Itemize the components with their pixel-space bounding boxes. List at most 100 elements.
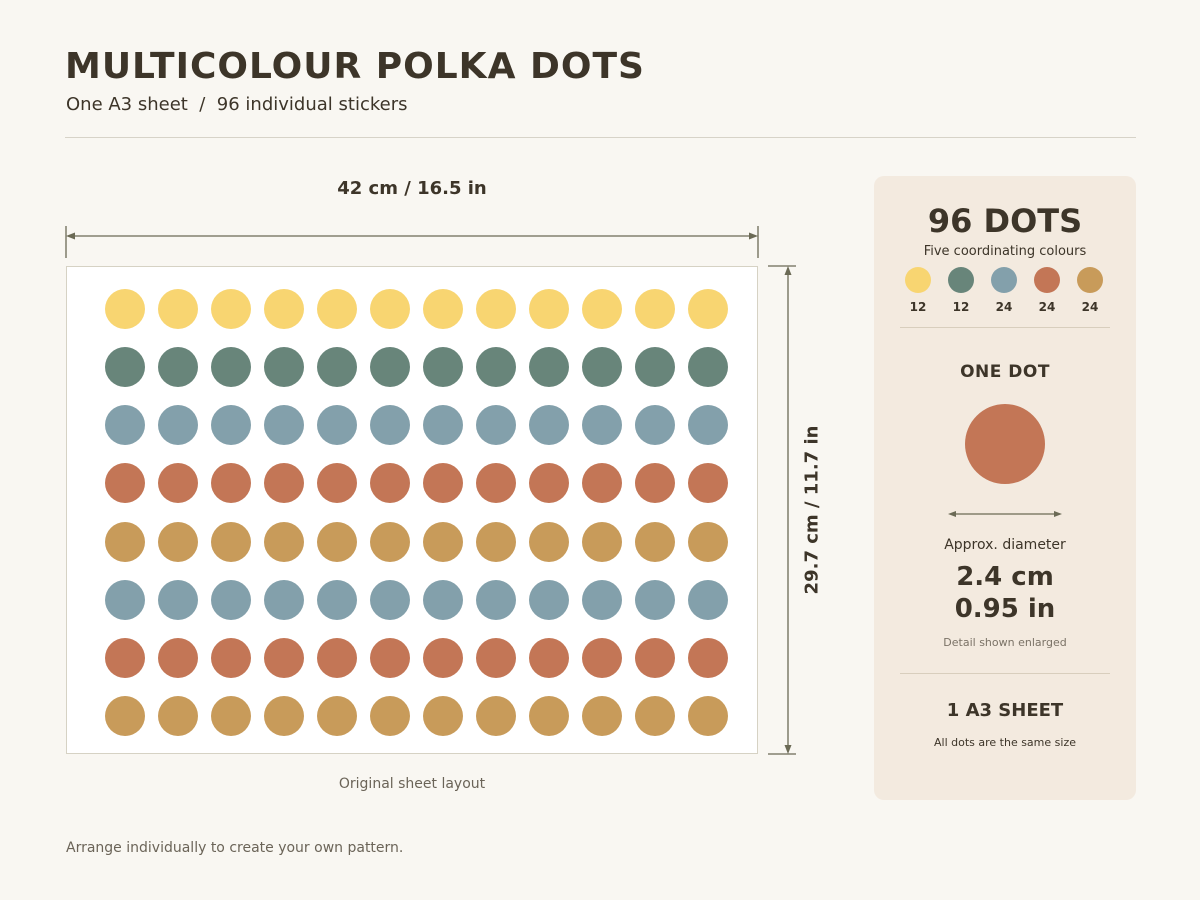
sticker-dot bbox=[264, 463, 304, 504]
sticker-dot bbox=[423, 637, 463, 678]
sheet-width-label: 42 cm / 16.5 in bbox=[337, 178, 487, 199]
sticker-dot bbox=[688, 463, 728, 504]
sticker-dot bbox=[582, 521, 622, 562]
dot-count-title: 96 DOTS bbox=[927, 202, 1083, 240]
sticker-dot bbox=[158, 405, 198, 446]
sticker-dot bbox=[211, 347, 251, 388]
sticker-dot bbox=[317, 405, 357, 446]
height-arrow-top-icon bbox=[784, 266, 792, 275]
sticker-dot bbox=[211, 289, 251, 329]
header-divider bbox=[65, 137, 1136, 138]
sticker-dot bbox=[264, 347, 304, 388]
sticker-dot bbox=[423, 579, 463, 620]
sticker-dot bbox=[476, 521, 516, 562]
sticker-dot bbox=[211, 695, 251, 736]
sticker-dot bbox=[105, 579, 145, 620]
sticker-dot bbox=[105, 289, 145, 329]
sticker-dot bbox=[211, 521, 251, 562]
sticker-dot bbox=[158, 637, 198, 678]
sticker-dot bbox=[635, 579, 675, 620]
colour-swatch bbox=[1034, 267, 1060, 293]
sticker-dot bbox=[317, 695, 357, 736]
sticker-dot bbox=[529, 289, 569, 329]
colour-swatch-count: 12 bbox=[952, 300, 970, 314]
sticker-dot bbox=[529, 521, 569, 562]
sheet-count-heading: 1 A3 SHEET bbox=[946, 700, 1064, 721]
colour-swatch-count: 24 bbox=[1038, 300, 1056, 314]
sticker-dot bbox=[476, 637, 516, 678]
sticker-dot bbox=[582, 695, 622, 736]
sticker-dot bbox=[529, 405, 569, 446]
sticker-dot bbox=[317, 347, 357, 388]
sticker-dot bbox=[264, 637, 304, 678]
sticker-dot bbox=[105, 521, 145, 562]
sticker-dot bbox=[211, 463, 251, 504]
colour-swatch-count: 24 bbox=[995, 300, 1013, 314]
sticker-dot bbox=[582, 579, 622, 620]
sticker-dot bbox=[317, 463, 357, 504]
sticker-dot bbox=[158, 289, 198, 329]
sticker-dot bbox=[317, 579, 357, 620]
same-size-note: All dots are the same size bbox=[933, 736, 1076, 749]
sticker-dot bbox=[529, 637, 569, 678]
sticker-dot bbox=[370, 347, 410, 388]
sticker-dot bbox=[529, 463, 569, 504]
sticker-dot bbox=[370, 521, 410, 562]
sticker-dot bbox=[370, 289, 410, 329]
sticker-dot bbox=[688, 579, 728, 620]
sticker-dot bbox=[423, 289, 463, 329]
page-title: MULTICOLOUR POLKA DOTS bbox=[65, 46, 645, 87]
sticker-dot bbox=[582, 463, 622, 504]
sticker-dot bbox=[476, 463, 516, 504]
sticker-dot bbox=[264, 405, 304, 446]
diameter-label: Approx. diameter bbox=[944, 537, 1066, 553]
enlarged-dot bbox=[965, 404, 1045, 484]
colour-swatch bbox=[991, 267, 1017, 293]
sticker-dot bbox=[688, 695, 728, 736]
sticker-dot bbox=[370, 695, 410, 736]
sticker-sheet bbox=[66, 266, 758, 754]
sticker-dot bbox=[370, 637, 410, 678]
sticker-dot bbox=[105, 405, 145, 446]
sticker-dot bbox=[264, 521, 304, 562]
diameter-arrow-icon bbox=[948, 511, 1062, 517]
sticker-dot bbox=[317, 521, 357, 562]
sticker-dot bbox=[635, 463, 675, 504]
sticker-dot bbox=[582, 289, 622, 329]
sticker-dot bbox=[476, 405, 516, 446]
sticker-dot bbox=[158, 347, 198, 388]
sticker-dot bbox=[105, 463, 145, 504]
sticker-dot bbox=[423, 463, 463, 504]
sticker-dot bbox=[105, 637, 145, 678]
sticker-dot bbox=[476, 347, 516, 388]
sticker-dot bbox=[264, 289, 304, 329]
sticker-dot bbox=[264, 695, 304, 736]
sticker-dot bbox=[635, 289, 675, 329]
colour-swatch bbox=[1077, 267, 1103, 293]
info-panel: 96 DOTS Five coordinating colours 12 12 24… bbox=[874, 176, 1136, 800]
sticker-dot bbox=[582, 637, 622, 678]
sticker-dot bbox=[476, 695, 516, 736]
sticker-dot bbox=[688, 521, 728, 562]
page-subtitle: One A3 sheet / 96 individual stickers bbox=[66, 94, 408, 115]
one-dot-heading: ONE DOT bbox=[960, 362, 1050, 382]
sticker-dot bbox=[476, 289, 516, 329]
sticker-dot bbox=[635, 521, 675, 562]
height-arrow-bottom-icon bbox=[784, 745, 792, 754]
sticker-dot bbox=[158, 695, 198, 736]
sticker-dot bbox=[370, 405, 410, 446]
sticker-dot bbox=[529, 579, 569, 620]
panel-divider bbox=[900, 327, 1110, 328]
sticker-dot bbox=[105, 347, 145, 388]
sticker-dot bbox=[211, 579, 251, 620]
width-arrow-right-icon bbox=[749, 232, 758, 240]
sticker-dot bbox=[635, 637, 675, 678]
sticker-dot bbox=[582, 405, 622, 446]
sticker-dot bbox=[317, 289, 357, 329]
diameter-metric: 2.4 cm bbox=[956, 562, 1054, 592]
colour-swatch-count: 24 bbox=[1081, 300, 1099, 314]
sheet-caption: Original sheet layout bbox=[338, 776, 486, 792]
sticker-dot bbox=[476, 579, 516, 620]
sticker-dot bbox=[158, 463, 198, 504]
